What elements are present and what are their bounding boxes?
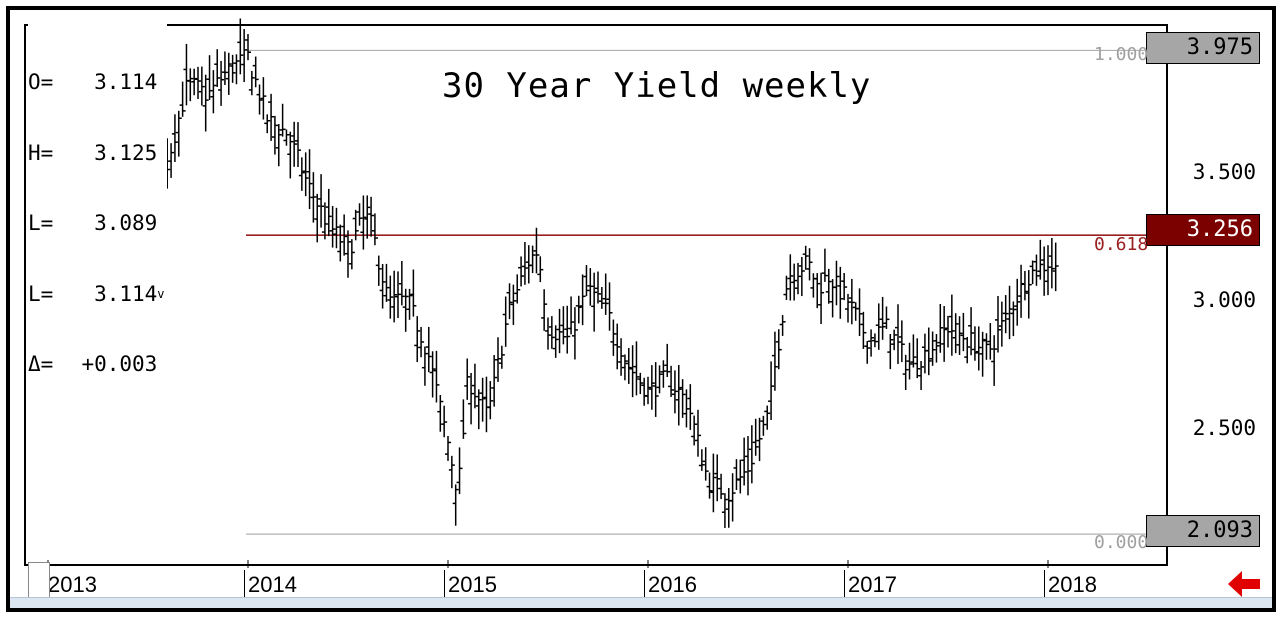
- ohlc-readout: O= 3.114 H= 3.125 L= 3.089 L= 3.114v Δ= +0.00…: [28, 24, 167, 424]
- x-axis: 2013 2014 2015 2016 2017 2018: [24, 566, 1168, 604]
- readout-last: L= 3.114v: [28, 281, 165, 306]
- x-tick-label: 2016: [644, 570, 697, 600]
- x-tick-label: 2017: [844, 570, 897, 600]
- price-box-fib: 3.256: [1146, 214, 1260, 246]
- fib-label-000: 0.000: [1094, 532, 1149, 553]
- readout-open: O= 3.114: [28, 70, 158, 94]
- price-box-high: 3.975: [1146, 32, 1260, 64]
- x-tick-label: 2013: [44, 570, 97, 600]
- y-tick-label: 2.500: [1192, 416, 1256, 440]
- x-tick-label: 2018: [1044, 570, 1097, 600]
- y-tick-label: 3.500: [1192, 160, 1256, 184]
- fib-label-100: 1.000: [1094, 44, 1149, 65]
- fib-label-618: 0.618: [1094, 234, 1149, 255]
- readout-change: Δ= +0.003: [28, 352, 158, 376]
- chart-title: 30 Year Yield weekly: [442, 66, 872, 106]
- y-tick-label: 3.000: [1192, 288, 1256, 312]
- price-box-low: 2.093: [1146, 515, 1260, 547]
- status-bar: [10, 597, 1272, 608]
- readout-low: L= 3.089: [28, 211, 158, 235]
- plot-area-border: [24, 24, 1168, 566]
- back-arrow-icon[interactable]: [1226, 568, 1262, 600]
- x-tick-label: 2014: [244, 570, 297, 600]
- chart-window: O= 3.114 H= 3.125 L= 3.089 L= 3.114v Δ= +0.00…: [6, 6, 1276, 612]
- x-tick-label: 2015: [444, 570, 497, 600]
- readout-high: H= 3.125: [28, 140, 158, 165]
